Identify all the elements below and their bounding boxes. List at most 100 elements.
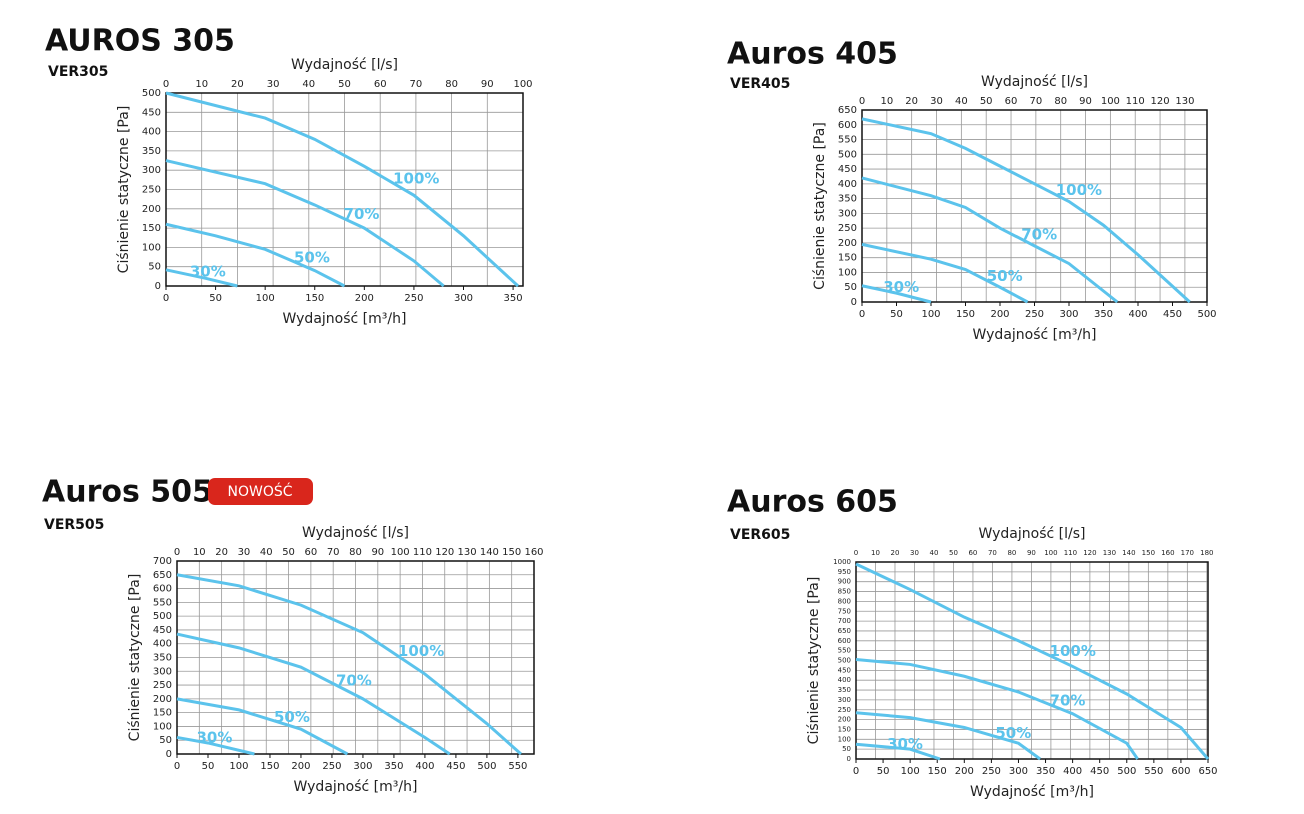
x2-tick-label: 10	[880, 96, 893, 107]
x2-tick-label: 50	[980, 96, 993, 107]
x-tick-label: 50	[202, 761, 215, 772]
x-tick-label: 150	[260, 761, 279, 772]
x-tick-label: 250	[404, 293, 423, 304]
curve	[165, 91, 520, 288]
x2-tick-label: 20	[215, 547, 228, 558]
y-tick-label: 450	[838, 164, 857, 175]
chart-title: Auros 605	[727, 485, 898, 520]
x-tick-label: 250	[322, 761, 341, 772]
badge-bg	[208, 478, 313, 505]
x2-tick-label: 100	[513, 79, 532, 90]
chart-subtitle: VER305	[48, 64, 108, 80]
y-tick-label: 400	[838, 179, 857, 190]
y-tick-label: 450	[838, 666, 851, 674]
y-tick-label: 500	[838, 149, 857, 160]
x2-tick-label: 110	[413, 547, 432, 558]
y-tick-label: 150	[153, 708, 172, 719]
x-tick-label: 350	[504, 293, 523, 304]
y-tick-label: 150	[142, 223, 161, 234]
curve	[861, 284, 932, 304]
x2-tick-label: 120	[1083, 549, 1096, 557]
x2-tick-label: 80	[349, 547, 362, 558]
x2-tick-label: 0	[174, 547, 180, 558]
series-label: 100%	[1056, 181, 1102, 199]
x-tick-label: 350	[1094, 309, 1113, 320]
x-tick-label: 400	[1063, 766, 1082, 777]
x2-tick-label: 140	[480, 547, 499, 558]
y-tick-label: 200	[838, 238, 857, 249]
x-tick-label: 500	[1117, 766, 1136, 777]
x2-tick-label: 30	[910, 549, 919, 557]
y-tick-label: 250	[838, 223, 857, 234]
y-tick-label: 100	[153, 721, 172, 732]
curve	[855, 562, 1210, 760]
x2-tick-label: 50	[949, 549, 958, 557]
x2-tick-label: 100	[1101, 96, 1120, 107]
y-tick-label: 300	[838, 208, 857, 219]
y-tick-label: 0	[155, 281, 161, 292]
x-tick-label: 0	[853, 766, 859, 777]
y-tick-label: 0	[166, 749, 172, 760]
y-tick-label: 900	[838, 578, 851, 586]
series-label: 100%	[1050, 642, 1096, 660]
x2-tick-label: 20	[905, 96, 918, 107]
x-tick-label: 150	[928, 766, 947, 777]
curve	[855, 742, 941, 761]
x-axis-label: Wydajność [m³/h]	[970, 784, 1094, 800]
series-label: 50%	[987, 267, 1023, 285]
badge: NOWOŚĆ	[227, 482, 292, 500]
y-tick-label: 100	[142, 242, 161, 253]
y-tick-label: 700	[838, 617, 851, 625]
x-tick-label: 0	[174, 761, 180, 772]
series-label: 50%	[274, 708, 310, 726]
curve	[855, 658, 1139, 760]
y-tick-label: 50	[148, 262, 161, 273]
x2-tick-label: 30	[930, 96, 943, 107]
x-tick-label: 50	[877, 766, 890, 777]
x-tick-label: 50	[209, 293, 222, 304]
x-tick-label: 300	[353, 761, 372, 772]
series-label: 70%	[1021, 226, 1057, 244]
y-tick-label: 200	[838, 716, 851, 724]
x-tick-label: 0	[859, 309, 865, 320]
x-tick-label: 100	[229, 761, 248, 772]
x-tick-label: 200	[990, 309, 1009, 320]
curve	[861, 242, 1029, 304]
y-tick-label: 650	[838, 627, 851, 635]
curve	[861, 117, 1191, 304]
curve	[165, 159, 445, 288]
x2-tick-label: 90	[1027, 549, 1036, 557]
curve	[861, 176, 1119, 304]
curve	[176, 632, 451, 756]
x-tick-label: 650	[1198, 766, 1217, 777]
x-axis-label: Wydajność [m³/h]	[294, 779, 418, 795]
series-label: 70%	[344, 205, 380, 223]
y-tick-label: 800	[838, 597, 851, 605]
plot-border	[176, 560, 535, 755]
y-tick-label: 450	[142, 107, 161, 118]
plot-border	[861, 109, 1208, 303]
x-tick-label: 300	[1009, 766, 1028, 777]
x-tick-label: 550	[508, 761, 527, 772]
y-tick-label: 50	[842, 745, 851, 753]
y-tick-label: 550	[153, 597, 172, 608]
x-tick-label: 550	[1144, 766, 1163, 777]
series-label: 100%	[393, 169, 439, 187]
y-tick-label: 50	[159, 735, 172, 746]
chart-subtitle: VER405	[730, 76, 790, 92]
y-tick-label: 950	[838, 568, 851, 576]
x2-tick-label: 120	[1151, 96, 1170, 107]
y-tick-label: 50	[844, 282, 857, 293]
x2-tick-label: 80	[1054, 96, 1067, 107]
x2-tick-label: 100	[1044, 549, 1057, 557]
y-tick-label: 300	[142, 165, 161, 176]
x2-tick-label: 40	[955, 96, 968, 107]
y-tick-label: 550	[838, 647, 851, 655]
y-tick-label: 250	[142, 185, 161, 196]
y-tick-label: 150	[838, 725, 851, 733]
x2-tick-label: 30	[267, 79, 280, 90]
x-axis-label: Wydajność [m³/h]	[973, 327, 1097, 343]
y-tick-label: 850	[838, 588, 851, 596]
series-label: 70%	[1050, 691, 1086, 709]
